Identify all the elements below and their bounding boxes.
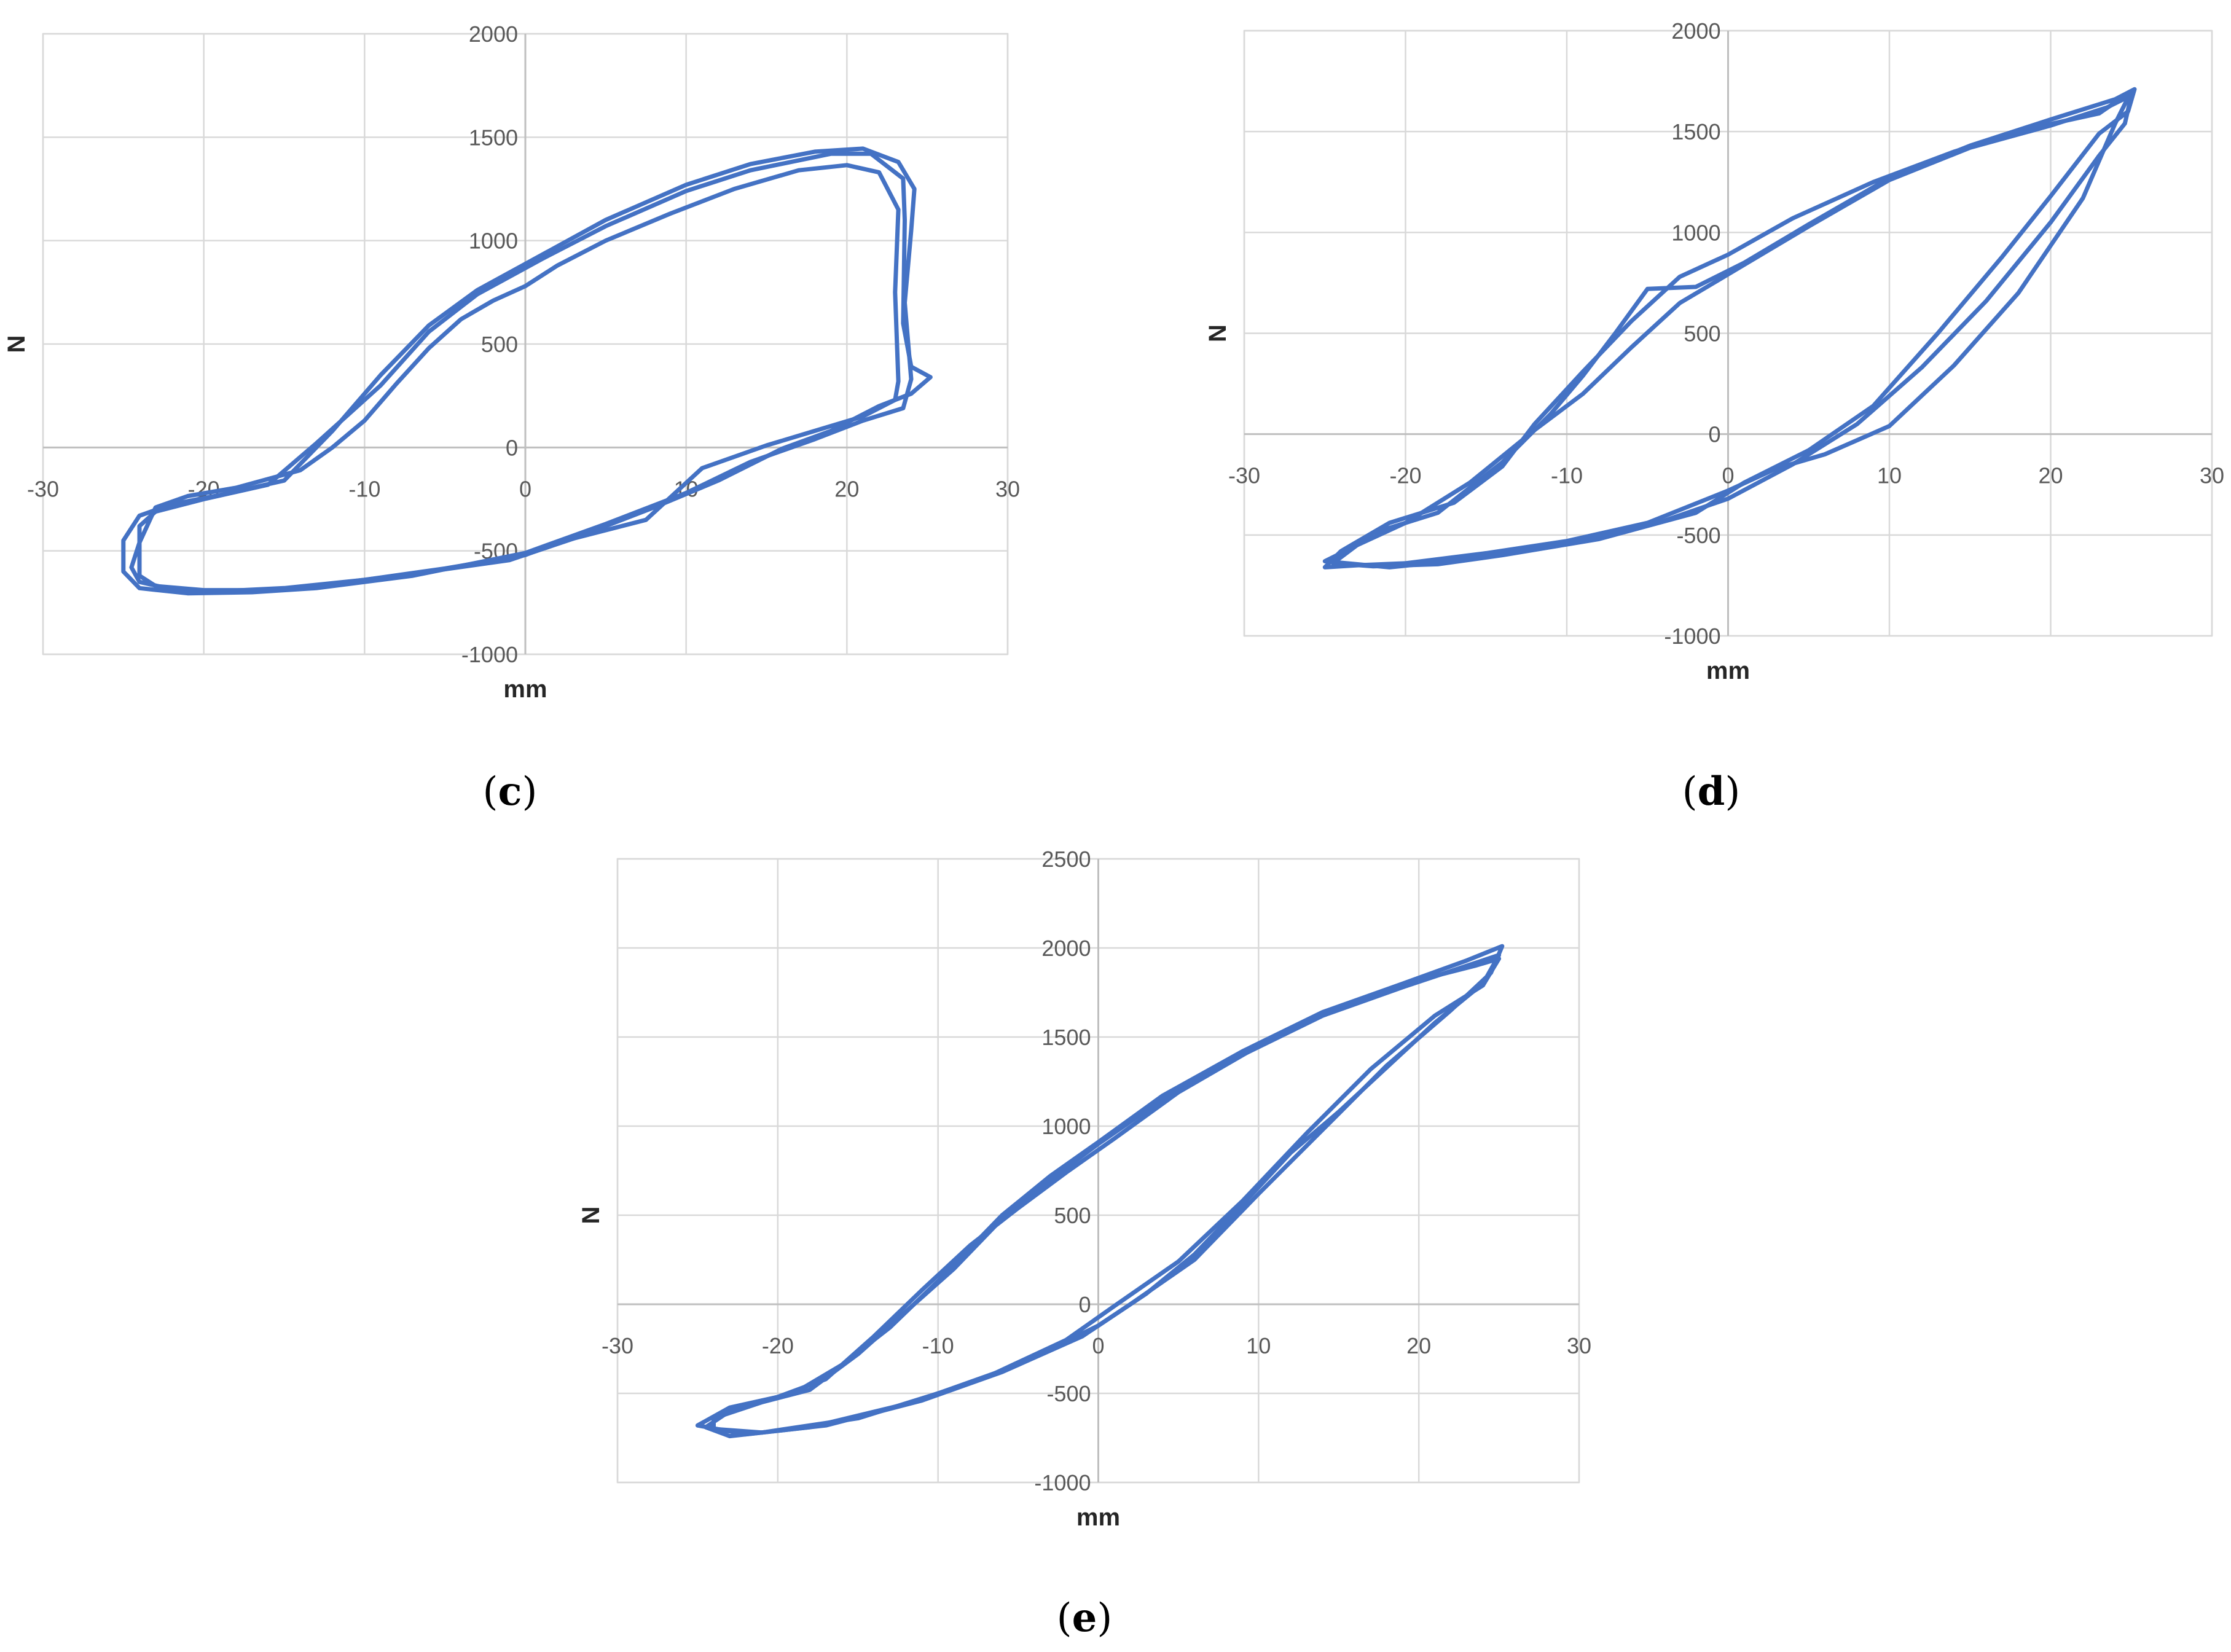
y-tick-label: 1000 [469, 229, 518, 254]
x-tick-label: -30 [1228, 463, 1260, 488]
x-tick-label: -30 [27, 476, 59, 501]
x-tick-label: -30 [602, 1333, 633, 1358]
y-tick-label: 2000 [1041, 936, 1091, 961]
hysteresis-loop-2 [137, 151, 933, 593]
y-tick-label: 500 [1054, 1203, 1091, 1228]
panel-label: (c) [483, 769, 538, 815]
hysteresis-loop-2 [695, 944, 1505, 1437]
x-tick-label: 20 [1406, 1333, 1431, 1358]
x-tick-label: -10 [348, 476, 380, 501]
y-axis-title: N [578, 1207, 605, 1224]
y-tick-label: 500 [481, 332, 518, 357]
y-tick-label: 1500 [1041, 1025, 1091, 1050]
y-tick-label: 2000 [1671, 18, 1720, 44]
y-tick-label: -1000 [461, 642, 518, 667]
x-tick-label: 0 [1092, 1333, 1104, 1358]
x-tick-label: 20 [834, 476, 859, 501]
y-tick-label: -500 [1046, 1381, 1091, 1406]
hysteresis-loop-3 [1322, 93, 2134, 570]
y-tick-label: 0 [506, 435, 518, 460]
x-tick-label: 20 [2038, 463, 2063, 488]
x-tick-label: -20 [762, 1333, 794, 1358]
hysteresis-loop-3 [704, 956, 1502, 1439]
y-tick-label: 2000 [469, 22, 518, 47]
y-tick-label: 500 [1684, 321, 1720, 346]
y-tick-label: -1000 [1664, 624, 1720, 649]
hysteresis-loop-1 [712, 953, 1502, 1435]
panel-label: (e) [1057, 1595, 1113, 1641]
x-tick-label: 30 [1567, 1333, 1591, 1358]
y-tick-label: 1500 [469, 125, 518, 150]
x-tick-label: -10 [922, 1333, 954, 1358]
x-axis-title: mm [1076, 1504, 1120, 1531]
x-tick-label: 0 [519, 476, 531, 501]
x-axis-title: mm [1706, 657, 1750, 684]
y-axis-title: N [3, 335, 30, 353]
x-tick-label: 30 [995, 476, 1020, 501]
hysteresis-loop-3 [121, 146, 917, 596]
y-tick-label: 0 [1708, 422, 1720, 447]
y-tick-label: -1000 [1034, 1470, 1091, 1495]
panel-label: (d) [1682, 769, 1741, 815]
y-tick-label: 2500 [1041, 847, 1091, 872]
y-tick-label: 1000 [1671, 220, 1720, 245]
y-tick-label: 1000 [1041, 1114, 1091, 1139]
x-tick-label: 10 [1877, 463, 1902, 488]
chart-panel-d: -1000 -500 0 500 1000 1500 2000 -30 -20 -10 0 10 20 3… [1204, 18, 2224, 815]
x-tick-label: 30 [2200, 463, 2224, 488]
y-tick-label: 0 [1078, 1292, 1091, 1317]
x-tick-label: 0 [1722, 463, 1734, 488]
x-tick-label: -10 [1551, 463, 1583, 488]
x-tick-label: -20 [1389, 463, 1421, 488]
y-axis-title: N [1204, 324, 1231, 342]
hysteresis-loop-1 [1322, 89, 2134, 570]
y-tick-label: 1500 [1671, 119, 1720, 144]
x-tick-label: 10 [1246, 1333, 1271, 1358]
x-axis-title: mm [503, 676, 547, 703]
y-tick-label: -500 [1676, 523, 1720, 548]
